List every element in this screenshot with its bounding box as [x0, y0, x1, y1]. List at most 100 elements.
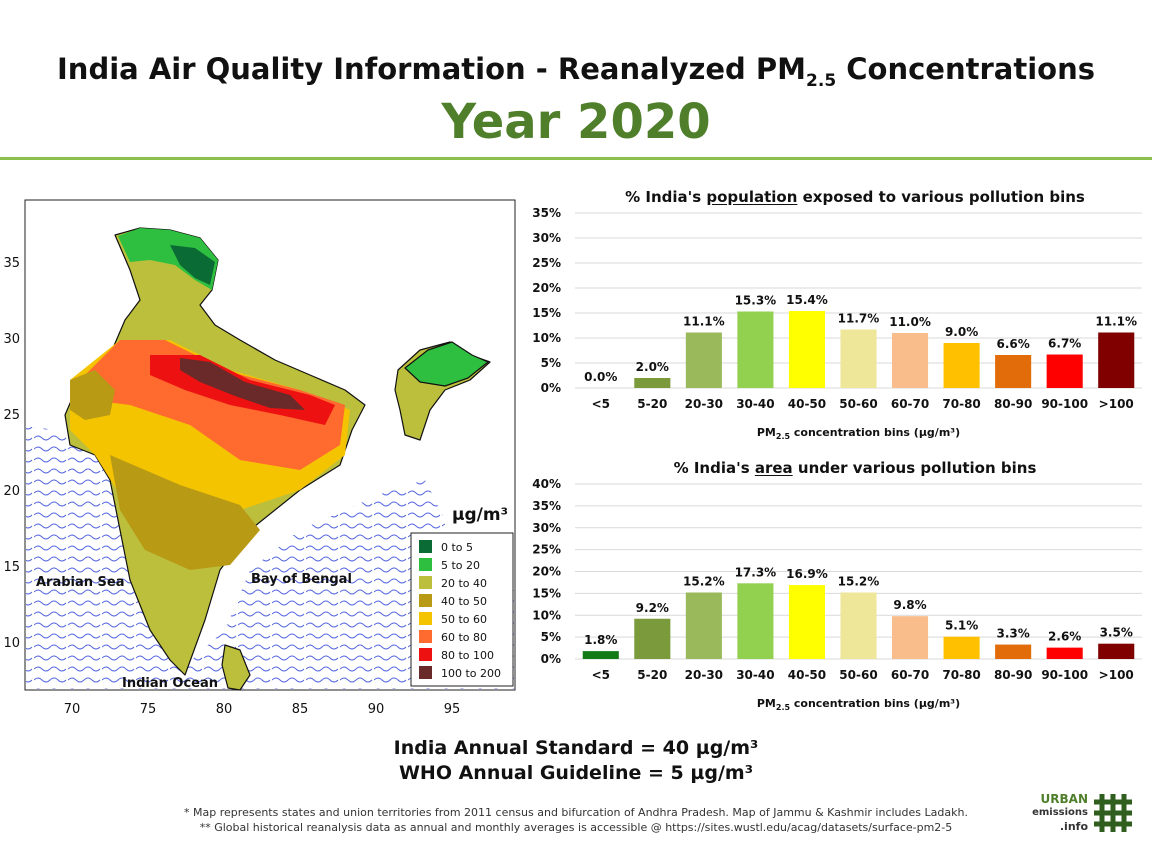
map-x-tick: 80: [216, 702, 233, 717]
category-label: 80-90: [994, 397, 1032, 411]
map-y-tick: 35: [3, 256, 20, 271]
map-y-tick: 10: [3, 636, 20, 651]
value-label: 3.5%: [1100, 626, 1133, 640]
y-tick-label: 0%: [541, 652, 561, 666]
india-standard-text: India Annual Standard = 40 µg/m³: [393, 737, 759, 759]
title-suffix: Concentrations: [836, 52, 1095, 86]
indian-ocean-label: Indian Ocean: [122, 676, 218, 691]
area-chart-title: % India's area under various pollution b…: [560, 459, 1150, 477]
legend-label: 0 to 5: [441, 541, 473, 554]
category-label: 90-100: [1041, 668, 1088, 682]
category-label: <5: [592, 397, 610, 411]
population-title-suffix: exposed to various pollution bins: [797, 188, 1085, 206]
urban-emissions-logo: URBAN emissions .info: [1030, 790, 1140, 835]
value-label: 2.0%: [636, 360, 669, 374]
map-y-axis: 35 30 25 20 15 10: [3, 256, 20, 651]
value-label: 11.0%: [889, 315, 931, 329]
footnote-map: * Map represents states and union territ…: [184, 806, 968, 819]
map-x-tick: 70: [64, 702, 81, 717]
title-prefix: India Air Quality Information - Reanalyz…: [57, 52, 807, 86]
map-y-tick: 25: [3, 408, 20, 423]
bar: [685, 592, 722, 659]
bar: [892, 333, 929, 388]
y-tick-label: 35%: [532, 499, 561, 513]
bar: [737, 311, 774, 388]
y-tick-label: 30%: [532, 231, 561, 245]
population-title-prefix: % India's: [625, 188, 707, 206]
bar: [943, 636, 980, 659]
area-title-suffix: under various pollution bins: [792, 459, 1037, 477]
central-plateau-region: [110, 455, 260, 570]
category-label: 5-20: [637, 397, 667, 411]
title-subscript: 2.5: [806, 70, 837, 91]
value-label: 11.1%: [1095, 315, 1137, 329]
legend-swatch: [419, 612, 432, 625]
gangetic-extreme-region: [180, 358, 305, 410]
bar: [1098, 643, 1135, 659]
value-label: 11.7%: [838, 312, 880, 326]
legend-swatch: [419, 558, 432, 571]
bar: [943, 343, 980, 388]
y-tick-label: 30%: [532, 521, 561, 535]
population-chart-title: % India's population exposed to various …: [560, 188, 1150, 206]
y-tick-label: 5%: [541, 356, 561, 370]
bar: [1046, 647, 1083, 659]
bar: [1098, 332, 1135, 388]
header-divider: [0, 157, 1152, 160]
value-label: 16.9%: [786, 567, 828, 581]
map-y-tick: 20: [3, 484, 20, 499]
x-axis-label: PM2.5 concentration bins (µg/m³): [757, 426, 960, 441]
logo-line-2: emissions: [1032, 807, 1088, 818]
who-guideline-text: WHO Annual Guideline = 5 µg/m³: [398, 762, 754, 784]
bar: [995, 355, 1032, 388]
northwest-moderate-region: [70, 370, 115, 420]
category-label: 40-50: [788, 668, 826, 682]
legend-swatch: [419, 594, 432, 607]
population-bar-chart: 0% 5% 10% 15% 20% 25% 30% 35% 0.0% <5 2.0% 5-20 11.1…: [532, 206, 1142, 441]
legend-swatch: [419, 666, 432, 679]
legend-swatch: [419, 576, 432, 589]
value-label: 15.3%: [735, 294, 777, 308]
footnote-data: ** Global historical reanalysis data as …: [199, 821, 953, 834]
area-title-prefix: % India's: [673, 459, 755, 477]
value-label: 11.1%: [683, 315, 725, 329]
legend-label: 40 to 50: [441, 595, 487, 608]
y-tick-label: 20%: [532, 281, 561, 295]
hash-grid-icon: [1094, 794, 1132, 832]
legend-swatch: [419, 648, 432, 661]
bar: [788, 585, 825, 659]
bay-of-bengal-label: Bay of Bengal: [251, 572, 352, 587]
page-title: India Air Quality Information - Reanalyz…: [0, 52, 1152, 91]
category-label: 70-80: [942, 397, 980, 411]
category-label: >100: [1099, 397, 1134, 411]
map-x-axis: 70 75 80 85 90 95: [64, 702, 461, 717]
category-label: 50-60: [839, 397, 877, 411]
value-label: 15.2%: [838, 575, 880, 589]
value-label: 0.0%: [584, 370, 617, 384]
bar: [1046, 354, 1083, 388]
y-tick-label: 25%: [532, 256, 561, 270]
map-x-tick: 85: [292, 702, 309, 717]
y-tick-label: 25%: [532, 543, 561, 557]
bar: [582, 651, 619, 659]
year-label: Year 2020: [441, 94, 711, 150]
india-pm25-map: 70 75 80 85 90 95 35 30 25 20 15 10 Arab…: [3, 199, 516, 717]
map-legend: 0 to 5 5 to 20 20 to 40 40 to 50 50 to 60 60 …: [419, 540, 501, 680]
category-label: <5: [592, 668, 610, 682]
y-tick-label: 10%: [532, 608, 561, 622]
legend-label: 60 to 80: [441, 631, 487, 644]
value-label: 9.0%: [945, 325, 978, 339]
logo-line-3: .info: [1059, 820, 1088, 833]
y-tick-label: 15%: [532, 586, 561, 600]
y-tick-label: 0%: [541, 381, 561, 395]
category-label: 5-20: [637, 668, 667, 682]
bar: [634, 618, 671, 659]
bar: [685, 332, 722, 388]
legend-swatch: [419, 540, 432, 553]
legend-label: 5 to 20: [441, 559, 480, 572]
bar: [840, 592, 877, 659]
y-tick-label: 35%: [532, 206, 561, 220]
map-x-tick: 90: [368, 702, 385, 717]
legend-label: 50 to 60: [441, 613, 487, 626]
value-label: 6.7%: [1048, 337, 1081, 351]
